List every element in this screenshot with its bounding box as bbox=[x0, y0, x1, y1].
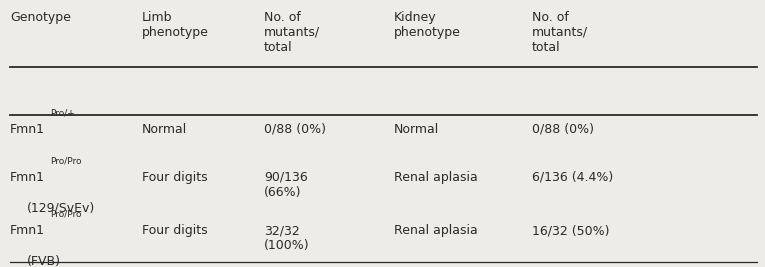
Text: 0/88 (0%): 0/88 (0%) bbox=[264, 123, 326, 136]
Text: Pro/+: Pro/+ bbox=[50, 108, 74, 117]
Text: Limb
phenotype: Limb phenotype bbox=[142, 11, 208, 39]
Text: 6/136 (4.4%): 6/136 (4.4%) bbox=[532, 171, 613, 184]
Text: No. of
mutants/
total: No. of mutants/ total bbox=[532, 11, 588, 54]
Text: (129/SvEv): (129/SvEv) bbox=[27, 202, 95, 215]
Text: Normal: Normal bbox=[394, 123, 439, 136]
Text: 16/32 (50%): 16/32 (50%) bbox=[532, 224, 609, 237]
Text: Four digits: Four digits bbox=[142, 171, 207, 184]
Text: 32/32
(100%): 32/32 (100%) bbox=[264, 224, 310, 252]
Text: Kidney
phenotype: Kidney phenotype bbox=[394, 11, 461, 39]
Text: Pro/Pro: Pro/Pro bbox=[50, 156, 81, 165]
Text: No. of
mutants/
total: No. of mutants/ total bbox=[264, 11, 320, 54]
Text: 90/136
(66%): 90/136 (66%) bbox=[264, 171, 308, 199]
Text: Genotype: Genotype bbox=[10, 11, 71, 24]
Text: Renal aplasia: Renal aplasia bbox=[394, 224, 477, 237]
Text: Fmn1: Fmn1 bbox=[10, 224, 45, 237]
Text: Fmn1: Fmn1 bbox=[10, 171, 45, 184]
Text: (FVB): (FVB) bbox=[27, 255, 60, 267]
Text: Renal aplasia: Renal aplasia bbox=[394, 171, 477, 184]
Text: Pro/Pro: Pro/Pro bbox=[50, 210, 81, 219]
Text: Fmn1: Fmn1 bbox=[10, 123, 45, 136]
Text: Four digits: Four digits bbox=[142, 224, 207, 237]
Text: Normal: Normal bbox=[142, 123, 187, 136]
Text: 0/88 (0%): 0/88 (0%) bbox=[532, 123, 594, 136]
